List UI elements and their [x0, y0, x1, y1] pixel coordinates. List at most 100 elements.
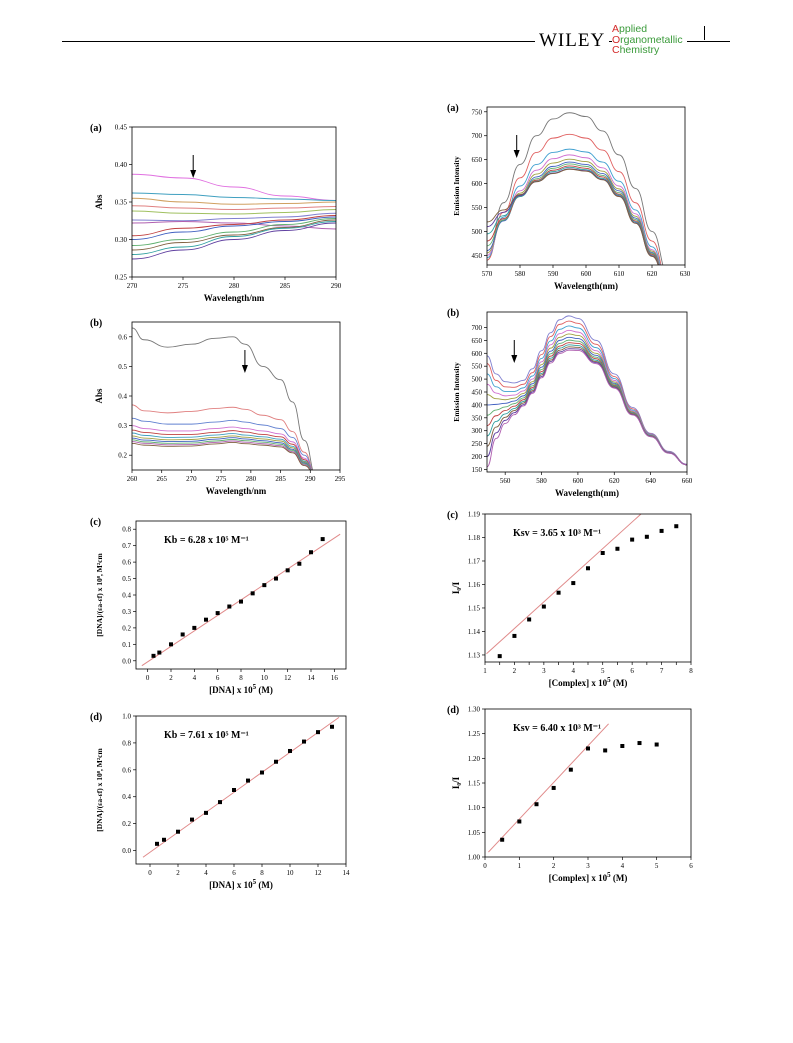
data-point — [285, 568, 290, 573]
y-tick-label: 1.05 — [468, 829, 481, 837]
x-tick-label: 5 — [655, 862, 659, 870]
annotation: Ksv = 6.40 x 10³ M⁻¹ — [513, 723, 601, 734]
y-tick-label: 0.6 — [118, 333, 127, 341]
series-line-3 — [487, 148, 661, 265]
y-tick-label: 0.4 — [122, 793, 131, 801]
x-tick-label: 2 — [513, 667, 517, 675]
x-tick-label: 4 — [572, 667, 576, 675]
arrow-head — [241, 365, 248, 373]
data-point — [600, 550, 605, 555]
plot-frame — [486, 106, 686, 266]
x-tick-label: 285 — [275, 475, 286, 483]
y-tick-label: 0.30 — [115, 236, 128, 244]
y-tick-label: 0.2 — [122, 820, 131, 828]
x-axis-label: Wavelength/nm — [206, 486, 267, 496]
series-line-5 — [132, 209, 336, 215]
x-axis-label: Wavelength(nm) — [555, 488, 619, 498]
journal-word-3: hemistry — [619, 44, 660, 56]
series-line-9 — [132, 216, 336, 240]
x-tick-label: 2 — [169, 674, 173, 682]
arrow-head — [190, 170, 197, 178]
y-tick-label: 700 — [472, 132, 483, 140]
series-line-9 — [132, 439, 311, 470]
y-tick-label: 1.10 — [468, 804, 481, 812]
x-axis-label: Wavelength/nm — [204, 293, 265, 303]
y-tick-label: 0.8 — [122, 526, 131, 534]
data-point — [568, 767, 573, 772]
data-point — [497, 654, 502, 659]
x-tick-label: 260 — [127, 475, 138, 483]
plot-area — [486, 514, 679, 659]
x-tick-label: 10 — [287, 869, 295, 877]
series-line-5 — [132, 429, 312, 470]
y-tick-label: 0.3 — [118, 422, 127, 430]
plot-frame — [486, 311, 688, 473]
y-tick-label: 0.35 — [115, 199, 128, 207]
x-tick-label: 2 — [176, 869, 180, 877]
header-rule — [62, 41, 730, 42]
y-tick-label: 0.25 — [115, 274, 128, 282]
data-point — [603, 748, 608, 753]
data-point — [274, 759, 278, 764]
data-point — [637, 741, 642, 746]
y-tick-label: 150 — [472, 466, 483, 474]
y-tick-label: 600 — [472, 180, 483, 188]
series-line-1 — [487, 112, 664, 265]
y-tick-label: 550 — [472, 204, 483, 212]
plot-area — [487, 315, 687, 468]
x-tick-label: 10 — [261, 674, 269, 682]
x-axis-label: [Complex] x 105 (M) — [549, 676, 628, 688]
x-tick-label: 0 — [146, 674, 150, 682]
x-tick-label: 660 — [682, 477, 693, 485]
x-tick-label: 590 — [548, 270, 559, 278]
y-tick-label: 0.4 — [122, 592, 131, 600]
series-line-4 — [132, 205, 336, 210]
plot-area — [132, 173, 336, 260]
x-tick-label: 4 — [193, 674, 197, 682]
y-axis-label: Emission Intensity — [452, 362, 461, 422]
data-point — [239, 599, 243, 604]
x-tick-label: 270 — [127, 282, 138, 290]
series-line-6 — [487, 161, 660, 265]
plot-frame — [131, 126, 337, 278]
x-tick-label: 5 — [601, 667, 605, 675]
y-axis-label: I₀/I — [451, 776, 461, 789]
x-tick-label: 7 — [660, 667, 664, 675]
data-point — [250, 591, 255, 596]
panel-label: (b) — [90, 318, 102, 329]
series-line-11 — [132, 442, 311, 470]
series-line-11 — [132, 219, 336, 251]
data-point — [644, 534, 649, 539]
x-tick-label: 6 — [689, 862, 693, 870]
data-point — [215, 611, 220, 616]
y-tick-label: 1.14 — [468, 628, 481, 636]
x-axis-label: [DNA] x 105 (M) — [209, 683, 273, 695]
series-line-11 — [487, 168, 659, 265]
panel-label: (d) — [90, 712, 102, 723]
y-tick-label: 0.3 — [122, 608, 131, 616]
series-line-1 — [132, 173, 336, 201]
x-tick-label: 2 — [552, 862, 556, 870]
x-tick-label: 600 — [573, 477, 584, 485]
chart-emission-a: (a) 570 580 590 600 610 620 630 450 500 550 600 650 7… — [447, 103, 691, 291]
fit-line — [142, 716, 340, 858]
data-point — [500, 837, 505, 842]
y-tick-label: 700 — [472, 324, 483, 332]
data-point — [246, 778, 250, 783]
series-line-2 — [487, 133, 662, 265]
y-tick-label: 200 — [472, 453, 483, 461]
y-axis-label: I₀/I — [451, 581, 461, 594]
x-tick-label: 3 — [542, 667, 546, 675]
y-tick-label: 1.18 — [468, 534, 481, 542]
y-tick-label: 0.6 — [122, 559, 131, 567]
data-point — [274, 576, 278, 581]
publisher-name: WILEY — [539, 30, 606, 51]
plot-area — [487, 112, 664, 265]
plot-frame — [484, 708, 692, 858]
data-point — [512, 633, 517, 638]
y-axis-label: Emission Intensity — [452, 156, 461, 216]
y-tick-label: 0.6 — [122, 766, 131, 774]
x-tick-label: 6 — [232, 869, 236, 877]
y-tick-label: 0.0 — [122, 657, 131, 665]
chart-stern-volmer-c: (c) 1 2 3 4 5 6 7 8 1.13 1.14 1.15 1.16 1.17 1.18 1.19 K… — [447, 510, 693, 688]
